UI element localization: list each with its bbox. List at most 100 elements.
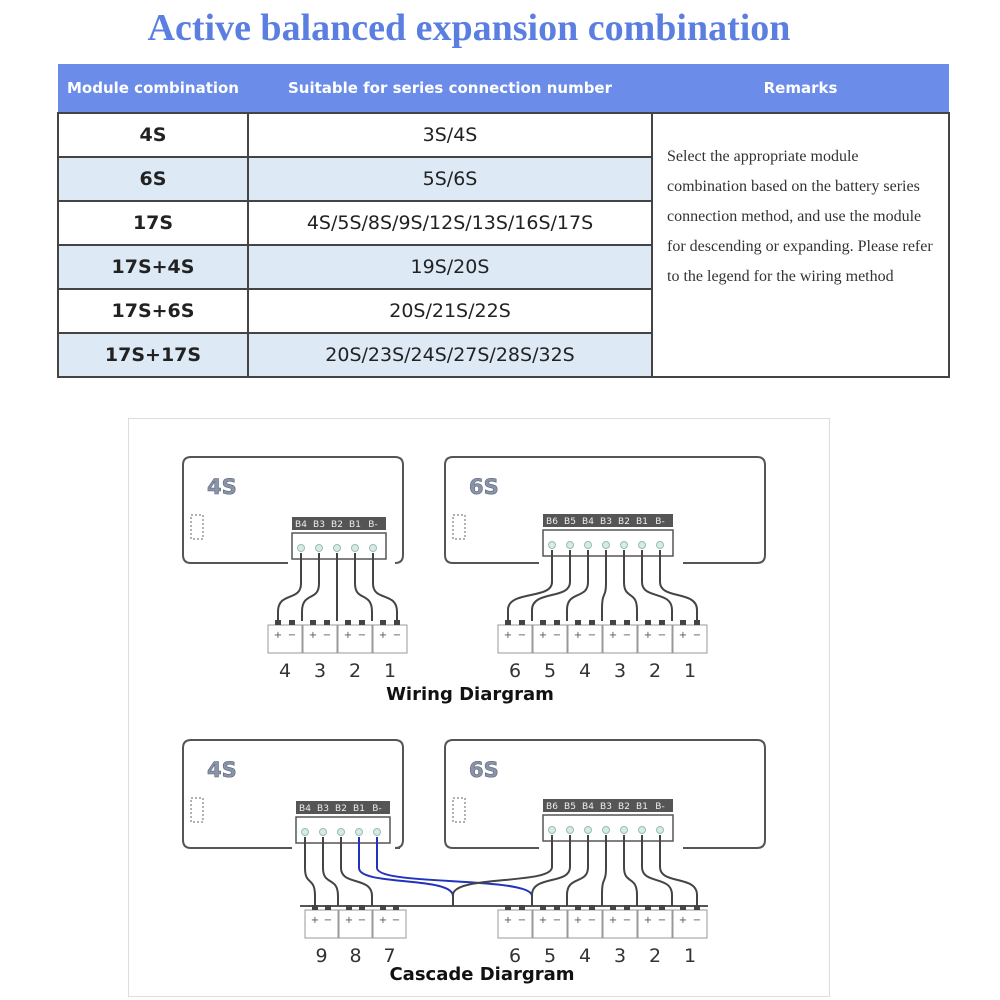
header-series: Suitable for series connection number <box>248 64 652 113</box>
cell-post <box>694 905 700 910</box>
cell-module: 17S+17S <box>57 332 249 378</box>
cell-number: 1 <box>384 660 396 682</box>
cell-minus: − <box>358 915 366 926</box>
cell-module: 17S+6S <box>57 288 249 334</box>
cell-post <box>359 905 365 910</box>
terminal-label: B3 <box>313 520 325 530</box>
header-module: Module combination <box>58 64 248 113</box>
cell-post <box>694 620 700 625</box>
cell-series: 19S/20S <box>247 244 653 290</box>
cell-series: 20S/23S/24S/27S/28S/32S <box>247 332 653 378</box>
terminal-label: B- <box>368 520 377 530</box>
terminal-label: B6 <box>546 802 558 812</box>
terminal-label-strip <box>543 514 673 527</box>
cell-minus: − <box>288 630 296 641</box>
table-header: Module combination Suitable for series c… <box>58 64 949 113</box>
cell-number: 4 <box>279 660 291 682</box>
cell-post <box>519 620 525 625</box>
cell-post <box>680 620 686 625</box>
page-title: Active balanced expansion combination <box>147 7 791 49</box>
cell-post <box>289 620 295 625</box>
cell-post <box>275 620 281 625</box>
battery-cell <box>602 909 638 939</box>
diagram-panel <box>128 418 830 997</box>
terminal-label-strip <box>543 799 673 812</box>
battery-cell <box>304 909 339 939</box>
cell-number: 4 <box>579 945 591 967</box>
battery-cell <box>567 624 603 654</box>
battery-cell <box>372 909 407 939</box>
cell-module: 6S <box>57 156 249 202</box>
terminal-pin <box>584 541 592 549</box>
terminal-label: B4 <box>582 802 594 812</box>
cell-minus: − <box>693 630 701 641</box>
cell-module: 17S+4S <box>57 244 249 290</box>
wire <box>277 553 302 621</box>
cell-module: 17S <box>57 200 249 246</box>
cell-post <box>645 905 651 910</box>
cell-plus: + <box>644 915 652 926</box>
cell-minus: − <box>658 915 666 926</box>
wire <box>641 835 673 906</box>
cell-post <box>393 905 399 910</box>
module-label: 6S <box>469 475 499 499</box>
battery-cell <box>497 909 533 939</box>
terminal-pin <box>638 541 646 549</box>
wire <box>372 553 398 621</box>
battery-cell <box>302 624 338 654</box>
cell-number: 9 <box>315 945 327 967</box>
terminal-pin <box>337 828 345 836</box>
cell-minus: − <box>588 915 596 926</box>
cell-plus: + <box>609 630 617 641</box>
cell-number: 3 <box>314 660 326 682</box>
cell-plus: + <box>345 915 353 926</box>
terminal-pin <box>548 541 556 549</box>
cell-post <box>610 905 616 910</box>
wire <box>358 837 454 906</box>
wire <box>376 837 533 906</box>
table-row: 17S+6S 20S/21S/22S <box>57 288 949 334</box>
cell-post <box>589 905 595 910</box>
cell-post <box>554 620 560 625</box>
terminal-pin <box>319 828 327 836</box>
cell-number: 6 <box>509 660 521 682</box>
terminal-label: B4 <box>299 804 311 814</box>
cell-post <box>554 905 560 910</box>
cell-plus: + <box>379 630 387 641</box>
cell-post <box>505 905 511 910</box>
cell-number: 4 <box>579 660 591 682</box>
terminal-pin <box>656 541 664 549</box>
terminal-label-strip <box>292 517 386 530</box>
terminal-label: B2 <box>331 520 343 530</box>
wire <box>340 837 373 906</box>
cell-post <box>380 905 386 910</box>
cell-plus: + <box>274 630 282 641</box>
cell-post <box>680 905 686 910</box>
battery-cell <box>337 624 373 654</box>
terminal-pin <box>602 826 610 834</box>
wire <box>659 835 698 906</box>
battery-cell <box>338 909 373 939</box>
cell-post <box>505 620 511 625</box>
module-board <box>444 456 766 564</box>
cell-plus: + <box>504 630 512 641</box>
terminal-label: B4 <box>582 517 594 527</box>
wiring-diagram-caption: Wiring Diargram <box>386 684 554 705</box>
table-row: 17S+4S 19S/20S <box>57 244 949 290</box>
cell-post <box>645 620 651 625</box>
table-row: 6S 5S/6S <box>57 156 949 202</box>
wire <box>301 553 320 621</box>
cell-number: 2 <box>349 660 361 682</box>
cell-minus: − <box>623 630 631 641</box>
cell-minus: − <box>588 630 596 641</box>
terminal-label: B2 <box>618 517 630 527</box>
terminal-pin <box>301 828 309 836</box>
cell-minus: − <box>623 915 631 926</box>
connector-icon <box>452 797 466 823</box>
battery-cell <box>532 909 568 939</box>
cell-post <box>394 620 400 625</box>
wire <box>641 550 673 621</box>
terminal-label: B4 <box>295 520 307 530</box>
terminal-label: B- <box>372 804 381 814</box>
terminal-pin <box>656 826 664 834</box>
